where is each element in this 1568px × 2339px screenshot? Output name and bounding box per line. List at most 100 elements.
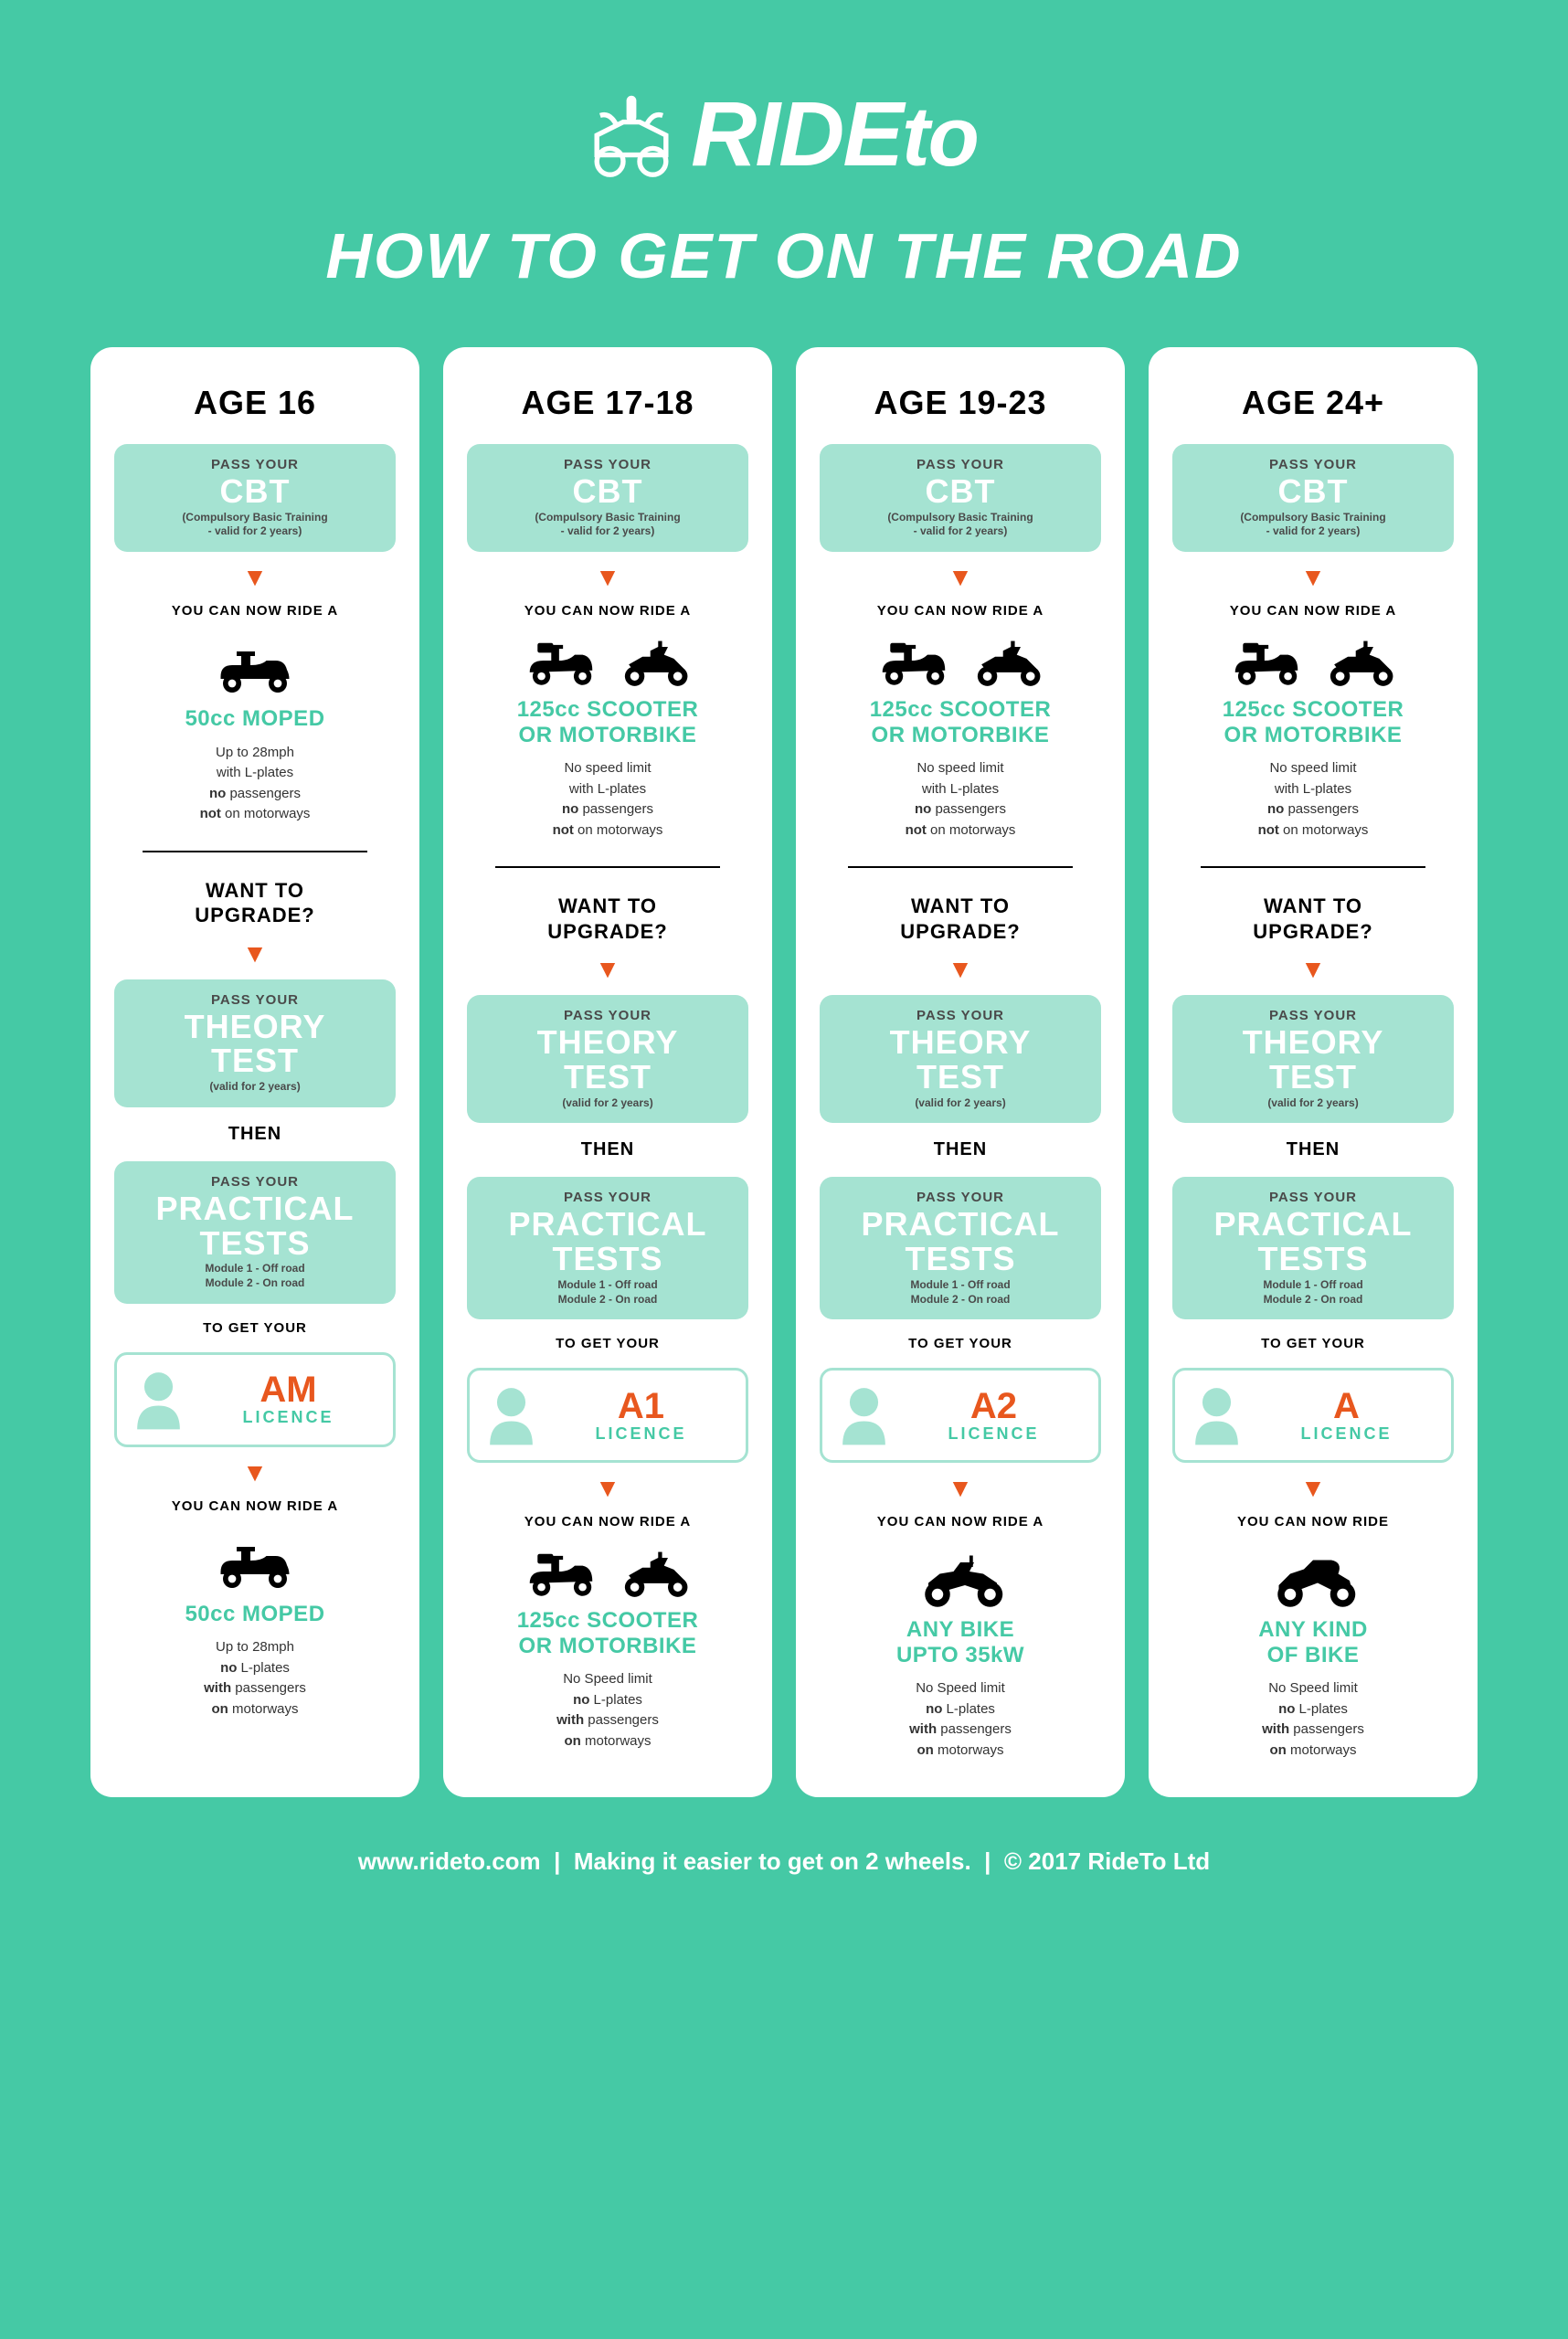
divider bbox=[848, 866, 1073, 868]
then-label: THEN bbox=[934, 1139, 987, 1160]
final-ride-label: YOU CAN NOW RIDE A bbox=[172, 1498, 338, 1514]
brand-upper: RIDE bbox=[691, 83, 902, 185]
person-icon bbox=[486, 1383, 536, 1447]
theory-pre: PASS YOUR bbox=[1181, 1008, 1445, 1023]
initial-conditions: No speed limitwith L-platesno passengers… bbox=[1258, 758, 1369, 841]
theory-pre: PASS YOUR bbox=[123, 992, 387, 1008]
practical-box: PASS YOUR PRACTICALTESTS Module 1 - Off … bbox=[467, 1177, 748, 1319]
licence-code: A bbox=[1258, 1388, 1435, 1424]
final-ride-label: YOU CAN NOW RIDE A bbox=[524, 1514, 691, 1529]
divider bbox=[1201, 866, 1425, 868]
licence-box: A1 LICENCE bbox=[467, 1368, 748, 1463]
initial-ride-label: YOU CAN NOW RIDE A bbox=[172, 603, 338, 619]
theory-pre: PASS YOUR bbox=[476, 1008, 739, 1023]
initial-vehicle-type: 125cc SCOOTEROR MOTORBIKE bbox=[870, 697, 1052, 747]
initial-vehicle-icons bbox=[520, 633, 695, 688]
practical-box: PASS YOUR PRACTICALTESTS Module 1 - Off … bbox=[114, 1161, 396, 1304]
cbt-box: PASS YOUR CBT (Compulsory Basic Training… bbox=[1172, 444, 1454, 552]
arrow-icon: ▼ bbox=[948, 1474, 973, 1503]
then-label: THEN bbox=[1287, 1139, 1340, 1160]
upgrade-question: WANT TOUPGRADE? bbox=[1253, 894, 1372, 944]
licence-text: A LICENCE bbox=[1258, 1388, 1435, 1444]
arrow-icon: ▼ bbox=[595, 563, 620, 592]
scooter-icon bbox=[873, 633, 955, 688]
licence-box: AM LICENCE bbox=[114, 1352, 396, 1447]
practical-box: PASS YOUR PRACTICALTESTS Module 1 - Off … bbox=[820, 1177, 1101, 1319]
cbt-main: CBT bbox=[123, 474, 387, 509]
practical-sub: Module 1 - Off roadModule 2 - On road bbox=[123, 1262, 387, 1290]
motorbike-icon bbox=[613, 1544, 695, 1599]
initial-vehicle-type: 50cc MOPED bbox=[185, 706, 324, 732]
initial-vehicle-type: 125cc SCOOTEROR MOTORBIKE bbox=[1223, 697, 1404, 747]
licence-code: AM bbox=[200, 1371, 376, 1408]
to-get-label: TO GET YOUR bbox=[1261, 1336, 1365, 1351]
licence-text: AM LICENCE bbox=[200, 1371, 376, 1427]
cbt-box: PASS YOUR CBT (Compulsory Basic Training… bbox=[467, 444, 748, 552]
arrow-icon: ▼ bbox=[948, 563, 973, 592]
practical-sub: Module 1 - Off roadModule 2 - On road bbox=[1181, 1278, 1445, 1307]
motorcycle-icon bbox=[590, 85, 673, 185]
practical-box: PASS YOUR PRACTICALTESTS Module 1 - Off … bbox=[1172, 1177, 1454, 1319]
theory-box: PASS YOUR THEORYTEST (valid for 2 years) bbox=[114, 979, 396, 1107]
divider bbox=[143, 851, 367, 852]
column-2: AGE 19-23 PASS YOUR CBT (Compulsory Basi… bbox=[796, 347, 1125, 1797]
arrow-icon: ▼ bbox=[1300, 563, 1326, 592]
column-0: AGE 16 PASS YOUR CBT (Compulsory Basic T… bbox=[90, 347, 419, 1797]
column-1: AGE 17-18 PASS YOUR CBT (Compulsory Basi… bbox=[443, 347, 772, 1797]
final-ride-label: YOU CAN NOW RIDE bbox=[1237, 1514, 1389, 1529]
arrow-icon: ▼ bbox=[595, 955, 620, 984]
cbt-sub: (Compulsory Basic Training- valid for 2 … bbox=[829, 511, 1092, 539]
scooter-icon bbox=[1225, 633, 1308, 688]
practical-main: PRACTICALTESTS bbox=[123, 1191, 387, 1261]
columns-container: AGE 16 PASS YOUR CBT (Compulsory Basic T… bbox=[73, 347, 1495, 1797]
arrow-icon: ▼ bbox=[242, 563, 268, 592]
motorbike-icon bbox=[613, 633, 695, 688]
cbt-pre: PASS YOUR bbox=[123, 457, 387, 472]
licence-word: LICENCE bbox=[1258, 1424, 1435, 1444]
licence-text: A1 LICENCE bbox=[553, 1388, 729, 1444]
final-vehicle-icons bbox=[1263, 1544, 1363, 1608]
initial-conditions: No speed limitwith L-platesno passengers… bbox=[553, 758, 663, 841]
moped-icon bbox=[205, 633, 305, 697]
final-conditions: No Speed limitno L-plateswith passengers… bbox=[909, 1678, 1012, 1761]
to-get-label: TO GET YOUR bbox=[556, 1336, 660, 1351]
licence-code: A1 bbox=[553, 1388, 729, 1424]
scooter-icon bbox=[520, 633, 602, 688]
cbt-sub: (Compulsory Basic Training- valid for 2 … bbox=[123, 511, 387, 539]
cbt-pre: PASS YOUR bbox=[1181, 457, 1445, 472]
initial-conditions: No speed limitwith L-platesno passengers… bbox=[906, 758, 1016, 841]
final-ride-label: YOU CAN NOW RIDE A bbox=[877, 1514, 1044, 1529]
page-subtitle: HOW TO GET ON THE ROAD bbox=[73, 219, 1495, 292]
practical-main: PRACTICALTESTS bbox=[1181, 1207, 1445, 1276]
motorbike-icon bbox=[1319, 633, 1401, 688]
cbt-sub: (Compulsory Basic Training- valid for 2 … bbox=[1181, 511, 1445, 539]
licence-word: LICENCE bbox=[553, 1424, 729, 1444]
practical-sub: Module 1 - Off roadModule 2 - On road bbox=[476, 1278, 739, 1307]
licence-box: A2 LICENCE bbox=[820, 1368, 1101, 1463]
theory-main: THEORYTEST bbox=[1181, 1025, 1445, 1095]
brand-name: RIDEto bbox=[691, 82, 978, 187]
final-vehicle-type: 50cc MOPED bbox=[185, 1602, 324, 1627]
initial-ride-label: YOU CAN NOW RIDE A bbox=[524, 603, 691, 619]
practical-pre: PASS YOUR bbox=[123, 1174, 387, 1190]
brand-lower: to bbox=[902, 90, 978, 184]
final-vehicle-type: 125cc SCOOTEROR MOTORBIKE bbox=[517, 1608, 699, 1658]
cbt-main: CBT bbox=[829, 474, 1092, 509]
final-vehicle-type: ANY KINDOF BIKE bbox=[1258, 1617, 1368, 1667]
arrow-icon: ▼ bbox=[595, 1474, 620, 1503]
person-icon bbox=[839, 1383, 889, 1447]
final-vehicle-icons bbox=[520, 1544, 695, 1599]
logo: RIDEto bbox=[590, 82, 978, 187]
cbt-main: CBT bbox=[476, 474, 739, 509]
arrow-icon: ▼ bbox=[1300, 1474, 1326, 1503]
arrow-icon: ▼ bbox=[1300, 955, 1326, 984]
initial-ride-label: YOU CAN NOW RIDE A bbox=[877, 603, 1044, 619]
final-vehicle-type: ANY BIKEUPTO 35kW bbox=[896, 1617, 1024, 1667]
person-icon bbox=[133, 1368, 184, 1432]
final-conditions: Up to 28mphno L-plateswith passengerson … bbox=[204, 1637, 306, 1720]
cbt-box: PASS YOUR CBT (Compulsory Basic Training… bbox=[114, 444, 396, 552]
footer-url: www.rideto.com bbox=[358, 1847, 541, 1875]
theory-box: PASS YOUR THEORYTEST (valid for 2 years) bbox=[820, 995, 1101, 1123]
initial-vehicle-icons bbox=[205, 633, 305, 697]
upgrade-question: WANT TOUPGRADE? bbox=[547, 894, 667, 944]
